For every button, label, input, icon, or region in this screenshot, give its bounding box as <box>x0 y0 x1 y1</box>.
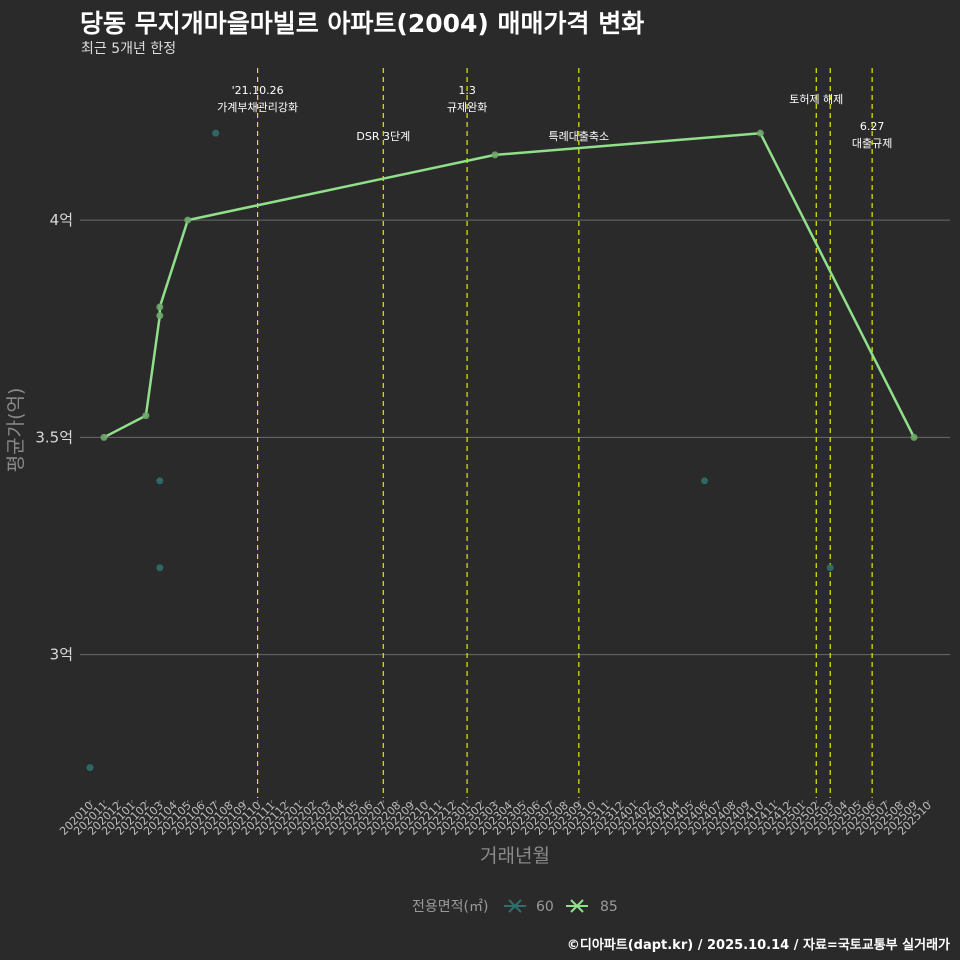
data-point-85 <box>156 312 164 320</box>
legend: 전용면적(㎡) 60 85 <box>412 899 618 915</box>
y-axis-title: 평균가(억) <box>5 388 27 473</box>
data-point-85 <box>491 151 499 159</box>
event-label: 가계부채관리강화 <box>217 101 298 114</box>
footer-credit: ©디아파트(dapt.kr) / 2025.10.14 / 자료=국토교통부 실… <box>566 938 950 953</box>
event-label: DSR 3단계 <box>356 130 410 143</box>
event-label: 규제완화 <box>447 101 487 114</box>
data-point-85 <box>910 433 918 441</box>
data-point-60 <box>156 477 164 485</box>
event-label: 토허제 해제 <box>789 92 843 106</box>
x-axis-ticks: 2020102020112020122021012021022021032021… <box>57 799 934 838</box>
data-point-85 <box>184 216 192 224</box>
chart-title: 당동 무지개마을마빌르 아파트(2004) 매매가격 변화 <box>80 9 645 38</box>
series-line-85 <box>103 131 916 439</box>
grid-lines <box>80 219 950 656</box>
legend-title: 전용면적(㎡) <box>412 899 488 915</box>
event-label: 특례대출축소 <box>548 130 609 143</box>
chart-subtitle: 최근 5개년 한정 <box>81 41 177 57</box>
legend-key-60 <box>504 899 526 913</box>
y-tick-label: 4억 <box>50 211 73 229</box>
data-point-60 <box>156 564 164 572</box>
data-point-60 <box>212 129 220 137</box>
data-point-85 <box>100 433 108 441</box>
series-layer <box>86 129 918 772</box>
data-point-85 <box>756 129 764 137</box>
data-point-60 <box>86 764 94 772</box>
x-axis-title: 거래년월 <box>480 845 550 867</box>
legend-label-60: 60 <box>536 899 554 915</box>
event-label: 1.3 <box>458 84 476 97</box>
y-tick-label: 3.5억 <box>35 428 73 446</box>
data-point-85 <box>142 412 150 420</box>
y-tick-label: 3억 <box>50 646 73 664</box>
legend-label-85: 85 <box>600 899 618 915</box>
data-point-60 <box>701 477 709 485</box>
y-axis-ticks: 3억 3.5억 4억 <box>35 211 73 664</box>
event-label: 6.27 <box>860 120 885 133</box>
data-point-60 <box>826 564 834 572</box>
event-label: 대출규제 <box>852 137 892 150</box>
legend-key-85 <box>566 899 588 913</box>
data-point-85 <box>156 303 164 311</box>
event-label: '21.10.26 <box>232 84 284 97</box>
